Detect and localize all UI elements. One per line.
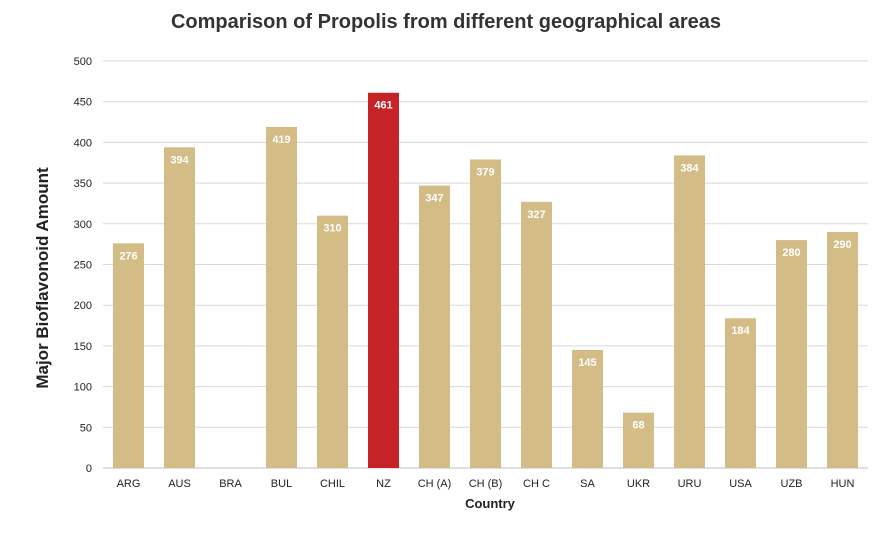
bar-uru (674, 155, 705, 468)
bar-hun (827, 231, 858, 468)
bar-ch-a (419, 185, 450, 469)
bars: 276 394 419 310 461 347 379 327 145 68 384 184 280 29… (113, 92, 858, 469)
x-tick-label: SA (580, 478, 595, 490)
data-label: 276 (119, 250, 137, 262)
bar-chil (317, 215, 348, 468)
data-label: 379 (476, 166, 494, 178)
x-tick-label: ARG (117, 478, 141, 490)
x-tick-label: HUN (831, 478, 855, 490)
data-label: 310 (323, 223, 341, 235)
x-tick-label: CH C (523, 478, 550, 490)
y-tick-label: 400 (74, 137, 92, 149)
data-label: 184 (731, 325, 750, 337)
x-tick-label: BUL (271, 478, 292, 490)
y-tick-label: 300 (74, 219, 92, 231)
y-tick-label: 0 (86, 463, 92, 475)
x-tick-label: BRA (219, 478, 242, 490)
y-tick-label: 250 (74, 260, 92, 272)
y-tick-label: 350 (74, 178, 92, 190)
bar-nz (368, 92, 399, 468)
bar-usa (725, 318, 756, 468)
y-tick-label: 200 (74, 300, 92, 312)
x-tick-label: USA (729, 478, 752, 490)
bar-arg (113, 243, 144, 468)
bar-ch-b (470, 159, 501, 468)
data-label: 145 (578, 357, 596, 369)
data-label: 394 (170, 154, 189, 166)
x-tick-label: UZB (781, 478, 803, 490)
x-tick-label: CH (A) (418, 478, 452, 490)
x-tick-label: URU (678, 478, 702, 490)
data-label: 461 (374, 100, 392, 112)
x-tick-label: CHIL (320, 478, 345, 490)
x-tick-label: NZ (376, 478, 391, 490)
data-label: 290 (833, 239, 851, 251)
x-axis-title: Country (465, 496, 516, 511)
bar-ch-c (521, 201, 552, 468)
y-tick-label: 50 (80, 422, 92, 434)
y-tick-label: 500 (74, 56, 92, 68)
x-tick-label: CH (B) (469, 478, 503, 490)
bar-ukr (623, 412, 654, 468)
data-label: 327 (527, 209, 545, 221)
x-tick-label: UKR (627, 478, 650, 490)
x-axis-ticks: ARG AUS BRA BUL CHIL NZ CH (A) CH (B) CH C SA UKR U… (117, 478, 855, 490)
data-label: 68 (632, 420, 644, 432)
data-label: 347 (425, 193, 443, 205)
bar-uzb (776, 240, 807, 468)
y-tick-label: 450 (74, 97, 92, 109)
y-tick-label: 100 (74, 382, 92, 394)
bar-bul (266, 126, 297, 469)
data-label: 384 (680, 162, 699, 174)
bar-aus (164, 147, 195, 468)
chart-title: Comparison of Propolis from different ge… (170, 11, 722, 33)
data-label: 280 (782, 247, 800, 259)
x-tick-label: AUS (168, 478, 191, 490)
y-axis-title: Major Bioflavonoid Amount (33, 167, 52, 389)
data-label: 419 (272, 134, 290, 146)
bar-sa (572, 349, 603, 468)
y-tick-label: 150 (74, 341, 92, 353)
y-axis-ticks: 0 50 100 150 200 250 300 350 400 450 500 (74, 56, 92, 475)
